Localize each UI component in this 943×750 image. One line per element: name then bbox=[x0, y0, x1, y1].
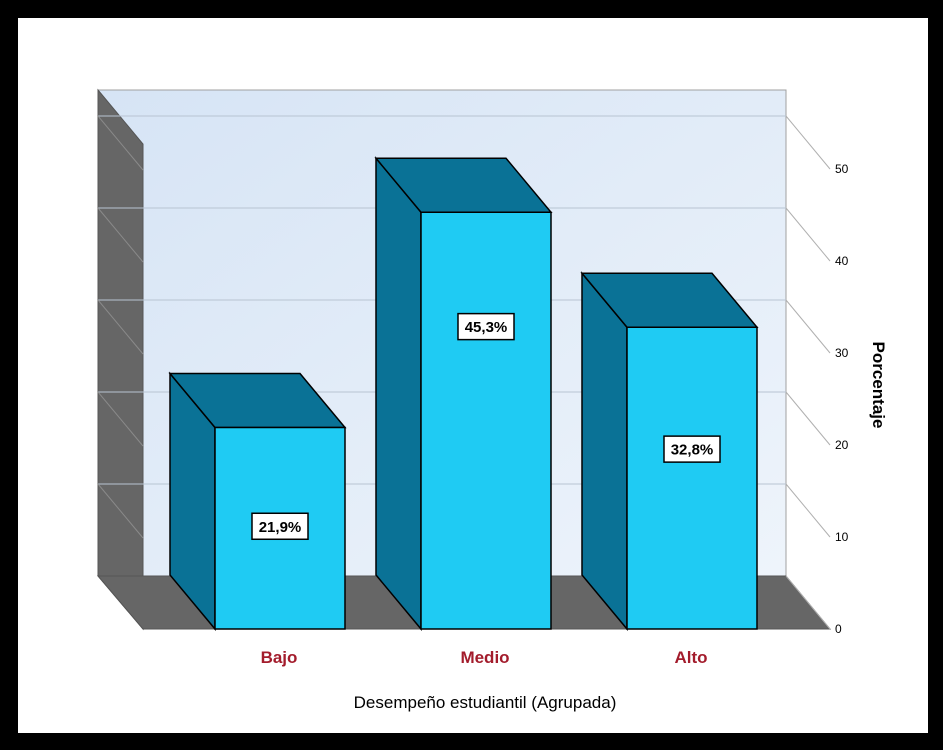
bar-side-face bbox=[375, 156, 422, 632]
axis-depth-line bbox=[785, 391, 831, 446]
axis-depth-line bbox=[785, 115, 831, 170]
axis-depth-line bbox=[785, 207, 831, 262]
side-gridline bbox=[97, 299, 144, 355]
side-gridline bbox=[97, 207, 144, 263]
bar-side-face bbox=[581, 271, 628, 632]
data-label-box bbox=[457, 312, 515, 341]
x-tick-label-medio: Medio bbox=[460, 648, 509, 667]
bar-front-face bbox=[626, 326, 758, 630]
side-gridline bbox=[97, 115, 144, 171]
data-label: 21,9% bbox=[259, 519, 302, 536]
x-tick-label-bajo: Bajo bbox=[261, 648, 298, 667]
axis-depth-line bbox=[785, 575, 831, 630]
y-tick-label: 40 bbox=[835, 254, 849, 268]
bar-alto: 32,8% bbox=[580, 271, 759, 632]
side-gridline bbox=[97, 391, 144, 447]
y-tick-label: 20 bbox=[835, 438, 849, 452]
y-tick-label: 50 bbox=[835, 162, 849, 176]
y-axis: 0 10 20 30 40 50 bbox=[785, 115, 849, 636]
y-tick-label: 30 bbox=[835, 346, 849, 360]
axis-depth-line bbox=[785, 299, 831, 354]
data-label-box bbox=[663, 435, 721, 463]
bars: 21,9% 45,3% 32,8% bbox=[168, 156, 759, 632]
side-gridline bbox=[97, 483, 144, 539]
data-label-box bbox=[251, 512, 309, 541]
x-tick-labels: Bajo Medio Alto bbox=[261, 648, 708, 667]
bar-bajo: 21,9% bbox=[168, 371, 347, 632]
axis-depth-line bbox=[785, 483, 831, 538]
bar-medio: 45,3% bbox=[374, 156, 553, 632]
bar-front-face bbox=[420, 211, 552, 630]
x-axis-title: Desempeño estudiantil (Agrupada) bbox=[354, 693, 617, 712]
data-label: 32,8% bbox=[671, 442, 714, 459]
y-axis-title: Porcentaje bbox=[869, 342, 888, 429]
data-label: 45,3% bbox=[465, 319, 508, 336]
y-tick-label: 0 bbox=[835, 622, 842, 636]
left-side-wall bbox=[97, 88, 144, 631]
y-tick-label: 10 bbox=[835, 530, 849, 544]
x-tick-label-alto: Alto bbox=[674, 648, 707, 667]
